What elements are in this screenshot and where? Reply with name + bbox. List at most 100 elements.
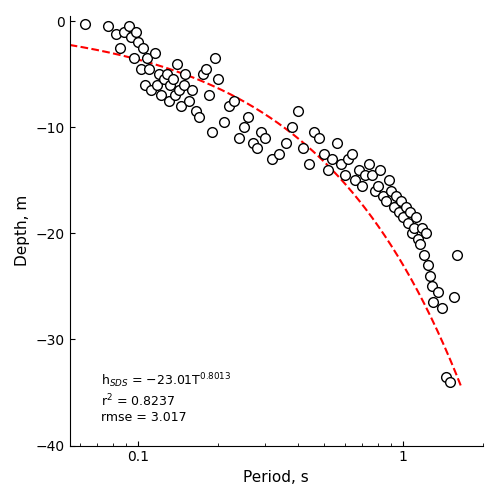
Point — [160, 76, 168, 84]
Point — [379, 192, 387, 200]
Point — [253, 144, 261, 152]
Point — [189, 86, 197, 94]
Point — [132, 28, 140, 36]
Point — [169, 76, 177, 84]
Point — [245, 112, 252, 120]
Point — [414, 234, 422, 242]
Point — [422, 230, 430, 237]
Point — [406, 208, 414, 216]
Point — [352, 176, 360, 184]
Point — [390, 203, 398, 211]
Point — [434, 288, 442, 296]
Point — [125, 22, 133, 30]
Point — [165, 96, 173, 104]
Point — [397, 198, 405, 205]
Point — [163, 70, 171, 78]
Point — [401, 203, 409, 211]
Point — [230, 96, 238, 104]
Point — [105, 22, 113, 30]
Point — [392, 192, 400, 200]
Point — [412, 214, 420, 222]
Point — [112, 30, 120, 38]
Point — [394, 208, 402, 216]
Point — [420, 250, 428, 258]
Point — [116, 44, 124, 52]
Point — [120, 28, 127, 36]
Point — [257, 128, 265, 136]
Point — [337, 160, 345, 168]
Point — [214, 76, 222, 84]
Point — [408, 230, 416, 237]
Point — [180, 80, 188, 88]
Point — [166, 80, 174, 88]
Point — [294, 108, 302, 116]
Point — [155, 70, 163, 78]
Point — [192, 108, 200, 116]
Point — [376, 166, 384, 173]
Point — [141, 80, 149, 88]
Point — [282, 139, 290, 147]
Point — [171, 92, 179, 100]
Point — [416, 240, 424, 248]
Point — [157, 92, 165, 100]
Point — [348, 150, 356, 158]
Point — [249, 139, 256, 147]
Point — [384, 176, 392, 184]
Point — [418, 224, 426, 232]
Point — [137, 65, 145, 73]
Point — [341, 171, 349, 179]
Point — [150, 49, 158, 57]
Text: h$_{SDS}$ = −23.01T$^{0.8013}$
r$^{2}$ = 0.8237
rmse = 3.017: h$_{SDS}$ = −23.01T$^{0.8013}$ r$^{2}$ =… — [101, 372, 231, 424]
Point — [196, 112, 204, 120]
Point — [211, 54, 219, 62]
Point — [145, 65, 153, 73]
Point — [362, 171, 370, 179]
Point — [365, 160, 373, 168]
Point — [130, 54, 138, 62]
Point — [288, 123, 296, 131]
Point — [442, 372, 450, 380]
Point — [315, 134, 323, 142]
Point — [382, 198, 390, 205]
Point — [143, 54, 151, 62]
Point — [240, 123, 248, 131]
Point — [153, 80, 161, 88]
Point — [185, 96, 193, 104]
Point — [205, 92, 213, 100]
Point — [181, 70, 189, 78]
Point — [450, 293, 458, 301]
Point — [199, 70, 207, 78]
Point — [438, 304, 446, 312]
X-axis label: Period, s: Period, s — [244, 470, 309, 485]
Point — [299, 144, 307, 152]
Point — [429, 298, 437, 306]
Y-axis label: Depth, m: Depth, m — [15, 195, 30, 266]
Point — [320, 150, 328, 158]
Point — [208, 128, 216, 136]
Point — [175, 86, 183, 94]
Point — [134, 38, 142, 46]
Point — [139, 44, 147, 52]
Point — [310, 128, 318, 136]
Point — [173, 60, 181, 68]
Point — [428, 282, 436, 290]
Point — [424, 261, 432, 269]
Point — [235, 134, 243, 142]
Point — [453, 250, 461, 258]
Point — [446, 378, 454, 386]
Point — [399, 214, 407, 222]
Point — [333, 139, 341, 147]
Point — [344, 155, 352, 163]
Point — [177, 102, 185, 110]
Point — [324, 166, 332, 173]
Point — [147, 86, 155, 94]
Point — [275, 150, 283, 158]
Point — [358, 182, 366, 190]
Point — [410, 224, 418, 232]
Point — [404, 218, 412, 226]
Point — [305, 160, 313, 168]
Point — [387, 187, 395, 195]
Point — [225, 102, 233, 110]
Point — [328, 155, 336, 163]
Point — [426, 272, 434, 280]
